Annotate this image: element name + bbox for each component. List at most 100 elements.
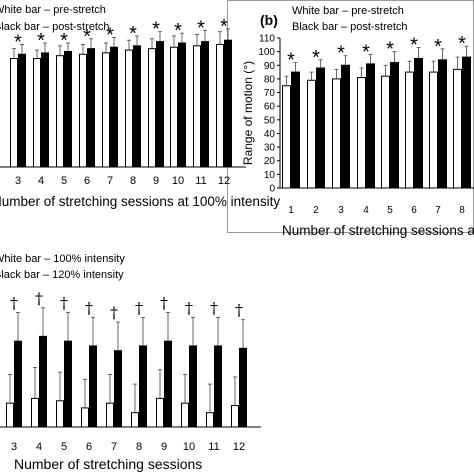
x-axis-label: Number of stretching sessions	[14, 456, 202, 472]
significance-marker: *	[60, 30, 68, 52]
bar-white	[429, 71, 438, 189]
x-tick-label: 6	[411, 205, 417, 216]
x-tick-label: 12	[233, 441, 245, 453]
y-tick-label: 90	[264, 61, 276, 72]
significance-marker: *	[129, 23, 137, 45]
significance-marker: †	[60, 294, 68, 313]
x-tick-label: 10	[172, 175, 184, 187]
x-axis-label: Number of stretching sessions at	[282, 223, 474, 238]
bar-white	[6, 402, 14, 428]
y-tick-label: 40	[264, 129, 276, 140]
legend-entry: Black bar – post-stretch	[292, 21, 408, 33]
bar-white	[106, 402, 114, 428]
bar-white	[148, 48, 156, 168]
bar-white	[405, 71, 414, 189]
legend-entry: White bar – pre-stretch	[0, 4, 106, 16]
significance-marker: †	[235, 301, 243, 320]
bar-black	[316, 67, 325, 189]
significance-marker: *	[37, 30, 45, 52]
bar-white	[56, 55, 64, 168]
legend-entry: White bar – 100% intensity	[0, 253, 125, 265]
bar-white	[131, 412, 139, 428]
bar-black	[89, 345, 97, 428]
y-tick-label: 0	[269, 184, 275, 195]
bar-white	[282, 85, 291, 189]
bar-black	[438, 59, 447, 189]
x-tick-label: 8	[130, 175, 136, 187]
bar-white	[231, 405, 239, 428]
significance-marker: *	[410, 35, 418, 57]
x-tick-label: 6	[86, 441, 92, 453]
legend-entry: Black bar – 120% intensity	[0, 269, 124, 281]
bar-black	[87, 48, 95, 168]
y-tick-label: 50	[264, 115, 276, 126]
x-tick-label: 5	[61, 175, 67, 187]
bar-white	[170, 46, 178, 168]
significance-marker: *	[434, 36, 442, 58]
bar-white	[381, 75, 390, 189]
bar-black	[214, 345, 222, 428]
bar-white	[33, 58, 41, 168]
x-tick-label: 3	[11, 441, 17, 453]
bar-black	[18, 53, 26, 168]
y-tick-label: 80	[264, 74, 276, 85]
significance-marker: *	[174, 20, 182, 42]
x-tick-label: 10	[183, 441, 195, 453]
significance-marker: *	[312, 47, 320, 69]
y-tick-label: 110	[259, 34, 275, 45]
significance-marker: †	[160, 294, 168, 313]
x-tick-label: 11	[195, 175, 206, 187]
bar-white	[357, 77, 366, 189]
significance-marker: *	[287, 50, 295, 72]
x-tick-label: 11	[208, 441, 219, 453]
legend-entry: White bar – pre-stretch	[292, 5, 404, 17]
y-axis-label: Range of motion (°)	[241, 61, 255, 165]
bar-white	[206, 412, 214, 428]
x-tick-label: 4	[36, 441, 42, 453]
x-tick-label: 12	[218, 175, 230, 187]
significance-marker: *	[14, 31, 22, 53]
significance-marker: *	[458, 33, 466, 55]
bar-black	[224, 39, 232, 168]
x-tick-label: 9	[161, 441, 167, 453]
bar-black	[64, 50, 72, 168]
significance-marker: *	[197, 17, 205, 39]
bar-black	[390, 62, 399, 189]
bar-black	[139, 345, 147, 428]
significance-marker: *	[83, 26, 91, 48]
x-tick-label: 8	[136, 441, 142, 453]
panel-label: (b)	[260, 12, 278, 28]
significance-marker: *	[152, 19, 160, 41]
x-tick-label: 2	[313, 205, 319, 216]
bar-white	[181, 402, 189, 428]
x-tick-label: 6	[84, 175, 90, 187]
bar-black	[41, 52, 49, 168]
y-tick-label: 30	[264, 143, 276, 154]
x-tick-label: 5	[61, 441, 67, 453]
bar-white	[453, 68, 462, 189]
bar-black	[178, 42, 186, 168]
bar-white	[31, 397, 39, 428]
y-tick-label: 60	[264, 102, 276, 113]
significance-marker: †	[10, 294, 18, 313]
bar-white	[216, 43, 224, 168]
significance-marker: †	[35, 289, 43, 308]
significance-marker: †	[210, 298, 218, 317]
x-tick-label: 7	[111, 441, 117, 453]
bar-black	[414, 57, 423, 189]
x-tick-label: 3	[338, 205, 344, 216]
y-tick-label: 70	[264, 88, 276, 99]
x-tick-label: 5	[387, 205, 393, 216]
bar-white	[307, 79, 316, 189]
x-tick-label: 4	[38, 175, 44, 187]
x-tick-label: 9	[153, 175, 159, 187]
significance-marker: †	[85, 298, 93, 317]
bar-black	[341, 64, 350, 189]
significance-marker: *	[106, 24, 114, 46]
significance-marker: †	[110, 303, 118, 322]
bar-black	[239, 347, 247, 428]
legend-entry: Black bar – post-stretch	[0, 21, 110, 33]
y-tick-label: 10	[264, 170, 276, 181]
